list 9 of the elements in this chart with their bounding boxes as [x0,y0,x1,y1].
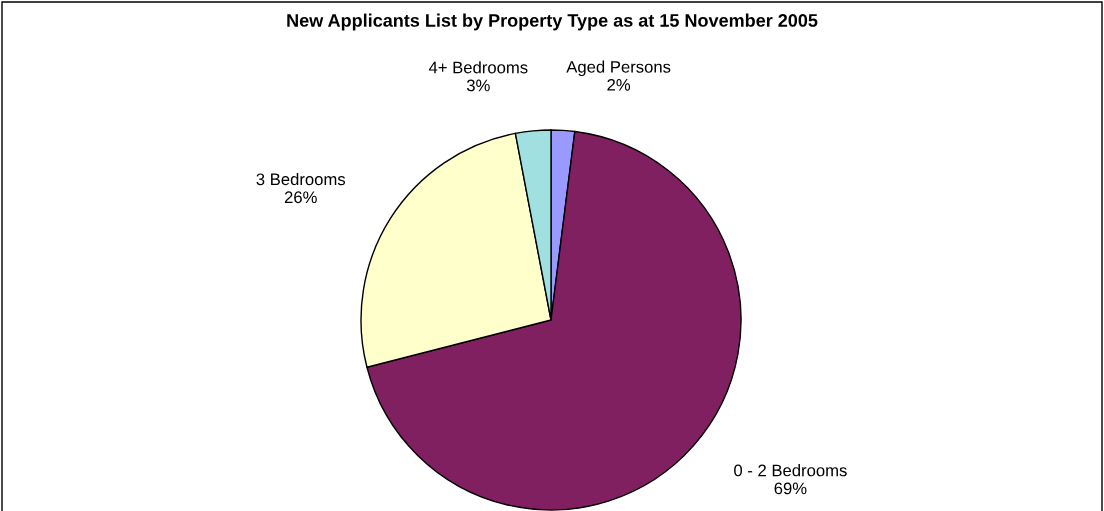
data-label: 69% [774,482,807,495]
slice-label: 0 - 2 Bedrooms [734,464,847,477]
slice-label: 3 Bedrooms [256,172,346,186]
data-label: 26% [284,191,317,204]
slice-label: 4+ Bedrooms [428,61,528,74]
chart-title: New Applicants List by Property Type as at 15 November 2005 [287,13,818,31]
data-label: 2% [607,78,631,91]
data-label: 3% [466,79,490,92]
slice-label: Aged Persons [566,60,671,77]
